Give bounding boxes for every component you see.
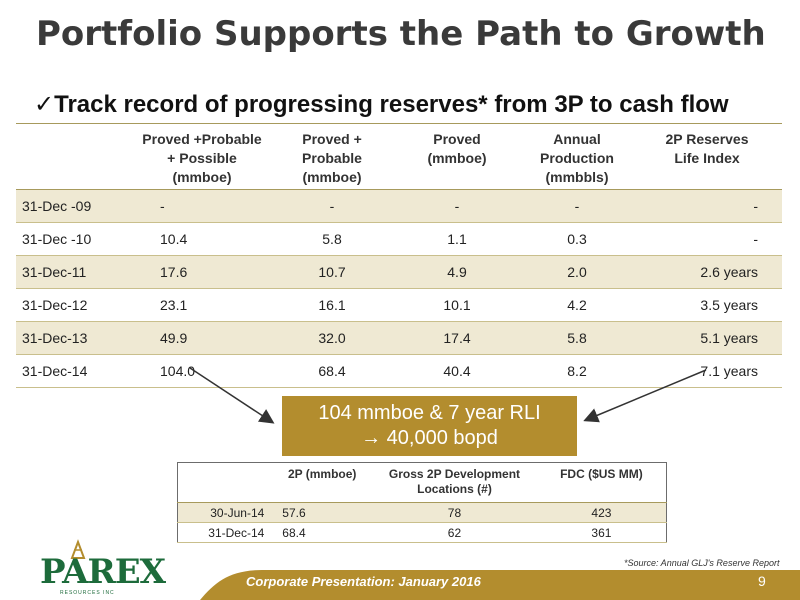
reserves-header-row: Proved +Probable + Possible (mmboe) Prove… (16, 123, 782, 190)
reserves-header-cell: Proved (mmboe) (392, 123, 522, 190)
table-cell: 5.1 years (632, 321, 782, 355)
fdc-table: 2P (mmboe) Gross 2P Development Locations… (177, 462, 667, 543)
table-cell: 40.4 (392, 354, 522, 388)
parex-derrick-icon (70, 539, 86, 559)
table-cell: 57.6 (272, 502, 373, 523)
table-cell: 32.0 (272, 321, 392, 355)
table-cell: 104.0 (132, 354, 272, 388)
table-cell: - (132, 189, 272, 223)
table-cell: 10.1 (392, 288, 522, 322)
table-cell: 423 (536, 502, 667, 523)
row-date: 30-Jun-14 (177, 502, 273, 523)
callout-box: 104 mmboe & 7 year RLI → 40,000 bopd (282, 396, 577, 456)
logo-wordmark: PAREX (40, 552, 166, 592)
table-row: 31-Dec -09- - - - - (16, 189, 782, 223)
fdc-header-cell: 2P (mmboe) (272, 462, 373, 503)
fdc-header-cell (177, 462, 273, 503)
table-cell: 7.1 years (632, 354, 782, 388)
table-cell: 68.4 (272, 354, 392, 388)
table-cell: 17.4 (392, 321, 522, 355)
reserves-header-cell: Annual Production (mmbbls) (522, 123, 632, 190)
table-cell: 4.9 (392, 255, 522, 289)
table-cell: 49.9 (132, 321, 272, 355)
callout-line-2: → 40,000 bopd (361, 427, 498, 449)
fdc-header-row: 2P (mmboe) Gross 2P Development Locations… (177, 462, 667, 503)
slide-subtitle: ✓Track record of progressing reserves* f… (34, 91, 729, 118)
table-cell: - (272, 189, 392, 223)
row-date: 31-Dec -10 (16, 222, 132, 256)
table-cell: 0.3 (522, 222, 632, 256)
table-row: 31-Dec-11 17.6 10.7 4.9 2.0 2.6 years (16, 255, 782, 289)
table-cell: 17.6 (132, 255, 272, 289)
reserves-body: 31-Dec -09- - - - -31-Dec -10 10.4 5.8 1.1 0.3-3… (16, 189, 782, 388)
row-date: 31-Dec-14 (177, 522, 273, 543)
table-row: 30-Jun-14 57.6 78 423 (177, 502, 667, 523)
table-cell: 1.1 (392, 222, 522, 256)
table-cell: - (632, 189, 782, 223)
footer-bar (200, 570, 800, 600)
table-cell: 5.8 (272, 222, 392, 256)
row-date: 31-Dec-12 (16, 288, 132, 322)
fdc-header-cell: FDC ($US MM) (536, 462, 667, 503)
fdc-body: 30-Jun-14 57.6 78 423 31-Dec-14 68.4 62 361 (177, 502, 667, 543)
source-note: *Source: Annual GLJ's Reserve Report (624, 558, 780, 568)
footer-text: Corporate Presentation: January 2016 (246, 574, 481, 589)
table-row: 31-Dec-12 23.1 16.1 10.1 4.2 3.5 years (16, 288, 782, 322)
row-date: 31-Dec-13 (16, 321, 132, 355)
row-date: 31-Dec-14 (16, 354, 132, 388)
reserves-header-cell (16, 123, 132, 190)
table-cell: 78 (372, 502, 537, 523)
table-cell: - (632, 222, 782, 256)
page-number: 9 (758, 573, 766, 589)
fdc-header-cell: Gross 2P Development Locations (#) (372, 462, 537, 503)
table-cell: 10.7 (272, 255, 392, 289)
row-date: 31-Dec-11 (16, 255, 132, 289)
table-row: 31-Dec-13 49.9 32.0 17.4 5.8 5.1 years (16, 321, 782, 355)
table-cell: 5.8 (522, 321, 632, 355)
callout-line-1: 104 mmboe & 7 year RLI (318, 402, 541, 424)
table-cell: 8.2 (522, 354, 632, 388)
table-cell: - (522, 189, 632, 223)
table-cell: 2.0 (522, 255, 632, 289)
table-cell: 23.1 (132, 288, 272, 322)
reserves-table: Proved +Probable + Possible (mmboe) Prove… (16, 123, 782, 388)
table-row: 31-Dec-14 68.4 62 361 (177, 522, 667, 543)
table-row: 31-Dec-14 104.0 68.4 40.4 8.2 7.1 years (16, 354, 782, 388)
table-cell: - (392, 189, 522, 223)
logo-subtext: RESOURCES INC (60, 590, 115, 596)
reserves-header-cell: Proved +Probable + Possible (mmboe) (132, 123, 272, 190)
row-date: 31-Dec -09 (16, 189, 132, 223)
slide-title: Portfolio Supports the Path to Growth (36, 14, 766, 54)
table-cell: 62 (372, 522, 537, 543)
reserves-header-cell: Proved + Probable (mmboe) (272, 123, 392, 190)
reserves-header-cell: 2P Reserves Life Index (632, 123, 782, 190)
table-cell: 16.1 (272, 288, 392, 322)
table-cell: 361 (536, 522, 667, 543)
table-cell: 2.6 years (632, 255, 782, 289)
table-cell: 10.4 (132, 222, 272, 256)
table-cell: 3.5 years (632, 288, 782, 322)
table-cell: 4.2 (522, 288, 632, 322)
table-cell: 68.4 (272, 522, 373, 543)
table-row: 31-Dec -10 10.4 5.8 1.1 0.3- (16, 222, 782, 256)
